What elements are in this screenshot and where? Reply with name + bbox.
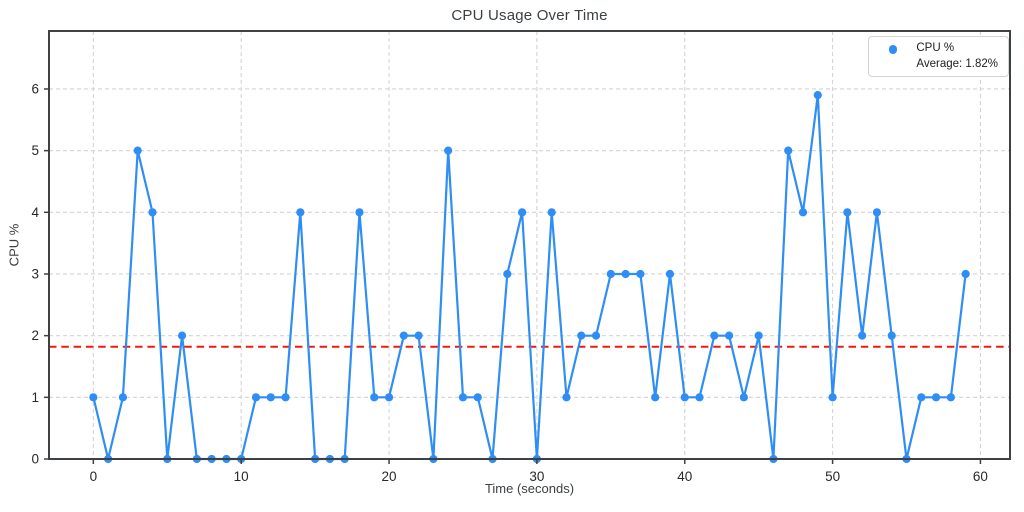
data-point — [266, 393, 275, 402]
data-point — [296, 208, 305, 217]
data-point — [148, 208, 157, 217]
data-point — [414, 331, 423, 340]
x-axis-label: Time (seconds) — [484, 481, 575, 496]
data-point — [606, 269, 615, 279]
data-point — [118, 393, 128, 402]
legend-label-cpu: CPU % — [916, 42, 955, 54]
data-point — [680, 393, 689, 402]
y-tick-label: 0 — [31, 452, 39, 467]
data-point — [458, 393, 468, 402]
legend-marker-dot — [888, 45, 898, 54]
x-tick-label: 40 — [677, 469, 692, 484]
data-point — [281, 393, 290, 402]
x-tick-label: 60 — [973, 469, 988, 484]
data-point — [724, 331, 734, 340]
data-point — [917, 393, 926, 402]
data-point — [931, 393, 941, 402]
legend: CPU % Average: 1.82% — [868, 36, 1009, 77]
data-point — [444, 146, 453, 155]
data-point — [133, 146, 142, 155]
data-point — [887, 331, 896, 340]
data-point — [843, 208, 852, 217]
plot-border — [48, 30, 1011, 460]
data-point — [872, 208, 882, 217]
data-point — [739, 393, 748, 402]
data-point — [784, 146, 793, 155]
data-point — [798, 208, 808, 217]
cpu-line-series — [89, 91, 970, 464]
y-tick-label: 5 — [31, 143, 39, 158]
data-point — [384, 393, 394, 402]
legend-label-average: Average: 1.82% — [916, 58, 998, 70]
data-point — [473, 393, 482, 402]
data-point — [961, 269, 970, 279]
y-tick-label: 3 — [31, 266, 39, 281]
data-point — [370, 393, 379, 402]
y-axis-label: CPU % — [6, 223, 22, 267]
data-point — [547, 208, 556, 217]
data-point — [591, 331, 601, 340]
data-point — [177, 331, 187, 340]
y-tick-label: 6 — [31, 81, 39, 96]
data-point — [946, 393, 955, 402]
data-point — [665, 269, 675, 279]
gridlines — [49, 31, 1010, 460]
data-point — [503, 269, 512, 279]
data-point — [577, 331, 586, 340]
x-tick-label: 20 — [382, 469, 397, 484]
data-point — [828, 393, 837, 402]
axes-frame — [48, 30, 1011, 460]
y-tick-label: 1 — [31, 390, 39, 405]
legend-entry-average: Average: 1.82% — [878, 58, 998, 70]
data-point — [754, 331, 763, 340]
data-point — [710, 331, 719, 340]
data-point — [636, 269, 645, 279]
legend-entry-cpu: CPU % — [878, 42, 998, 54]
x-tick-label: 10 — [234, 469, 249, 484]
data-point — [621, 269, 630, 279]
data-point — [562, 393, 571, 402]
data-point — [651, 393, 660, 402]
x-tick-label: 50 — [825, 469, 840, 484]
chart-title: CPU Usage Over Time — [451, 7, 608, 24]
data-point — [813, 91, 822, 100]
data-point — [695, 393, 704, 402]
axis-ticks: 0 10 20 30 40 50 60 0 1 2 3 4 5 6 — [31, 81, 987, 484]
data-point — [399, 331, 408, 340]
y-tick-label: 2 — [31, 328, 39, 343]
data-point — [858, 331, 867, 340]
x-tick-label: 30 — [529, 469, 544, 484]
data-point — [518, 208, 527, 217]
y-tick-label: 4 — [31, 205, 39, 220]
x-tick-label: 0 — [90, 469, 98, 484]
data-point — [355, 208, 364, 217]
cpu-line — [92, 93, 967, 461]
data-point — [251, 393, 261, 402]
data-point — [89, 393, 98, 402]
